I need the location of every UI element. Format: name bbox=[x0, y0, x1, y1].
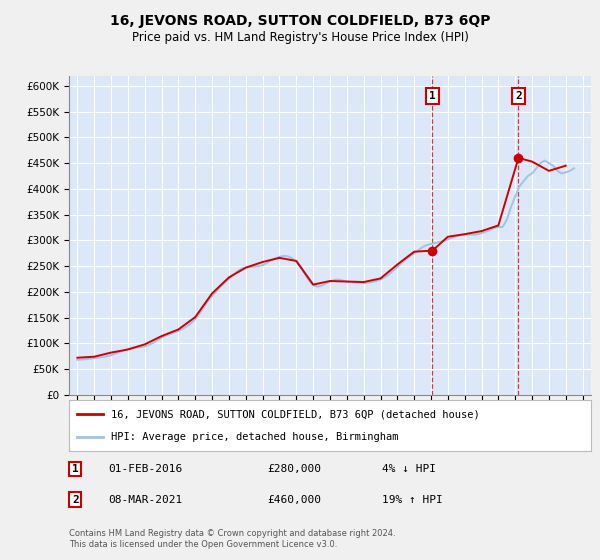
Text: £460,000: £460,000 bbox=[268, 495, 322, 505]
Text: Price paid vs. HM Land Registry's House Price Index (HPI): Price paid vs. HM Land Registry's House … bbox=[131, 31, 469, 44]
Text: 16, JEVONS ROAD, SUTTON COLDFIELD, B73 6QP: 16, JEVONS ROAD, SUTTON COLDFIELD, B73 6… bbox=[110, 14, 490, 28]
Text: Contains HM Land Registry data © Crown copyright and database right 2024.
This d: Contains HM Land Registry data © Crown c… bbox=[69, 529, 395, 549]
Text: 2: 2 bbox=[515, 91, 522, 101]
Text: 1: 1 bbox=[429, 91, 436, 101]
Text: 2: 2 bbox=[72, 495, 79, 505]
Text: 01-FEB-2016: 01-FEB-2016 bbox=[108, 464, 182, 474]
Text: £280,000: £280,000 bbox=[268, 464, 322, 474]
Text: 1: 1 bbox=[72, 464, 79, 474]
Text: 4% ↓ HPI: 4% ↓ HPI bbox=[382, 464, 436, 474]
Text: 16, JEVONS ROAD, SUTTON COLDFIELD, B73 6QP (detached house): 16, JEVONS ROAD, SUTTON COLDFIELD, B73 6… bbox=[111, 409, 479, 419]
Text: 19% ↑ HPI: 19% ↑ HPI bbox=[382, 495, 443, 505]
Text: HPI: Average price, detached house, Birmingham: HPI: Average price, detached house, Birm… bbox=[111, 432, 398, 442]
Text: 08-MAR-2021: 08-MAR-2021 bbox=[108, 495, 182, 505]
